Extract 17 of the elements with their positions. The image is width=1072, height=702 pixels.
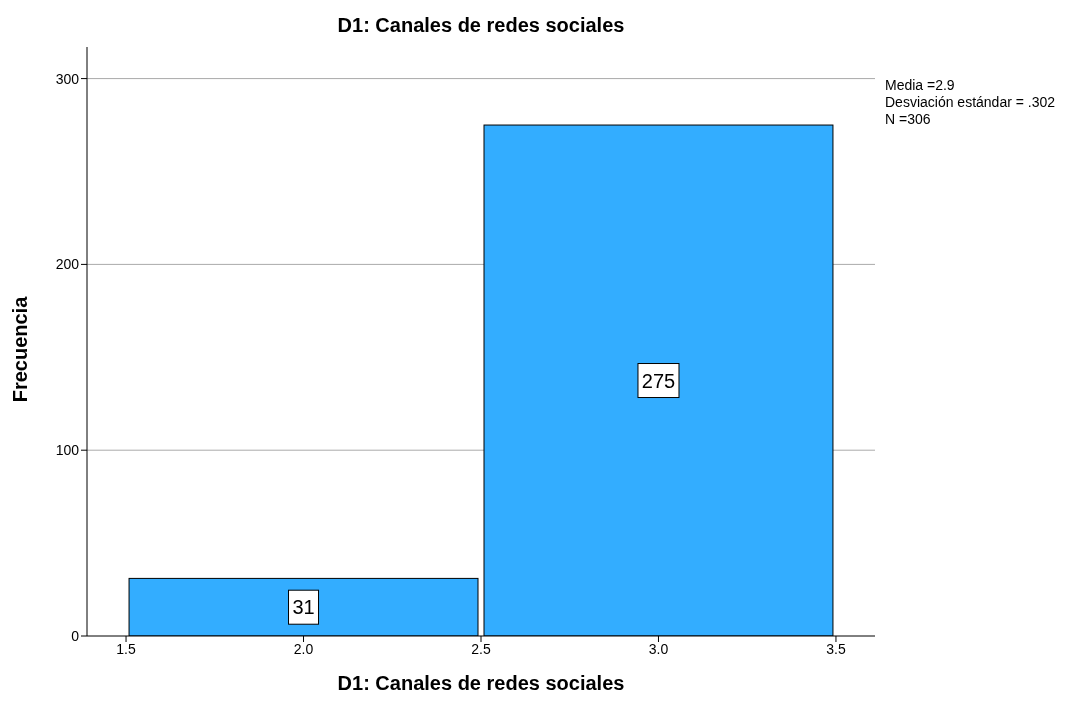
x-axis-title: D1: Canales de redes sociales [336, 672, 626, 695]
data-label: 275 [641, 369, 676, 392]
y-tick-label: 0 [71, 627, 80, 644]
x-tick-label: 2.5 [471, 640, 491, 657]
y-tick-label: 300 [55, 70, 80, 87]
y-tick-label: 200 [55, 256, 80, 273]
y-axis-title: Frecuencia [8, 295, 32, 405]
text: Desviación estándar = .302 [885, 94, 1056, 111]
chart-title: D1: Canales de redes sociales [336, 14, 626, 37]
data-label: 31 [292, 596, 315, 619]
x-tick-label: 3.5 [826, 640, 846, 657]
x-tick-label: 3.0 [648, 640, 669, 657]
x-tick-label: 2.0 [293, 640, 314, 657]
text: Media =2.9 [885, 77, 956, 94]
y-tick-label: 100 [55, 442, 80, 459]
x-tick-label: 1.5 [116, 640, 136, 657]
text: N =306 [885, 111, 932, 128]
